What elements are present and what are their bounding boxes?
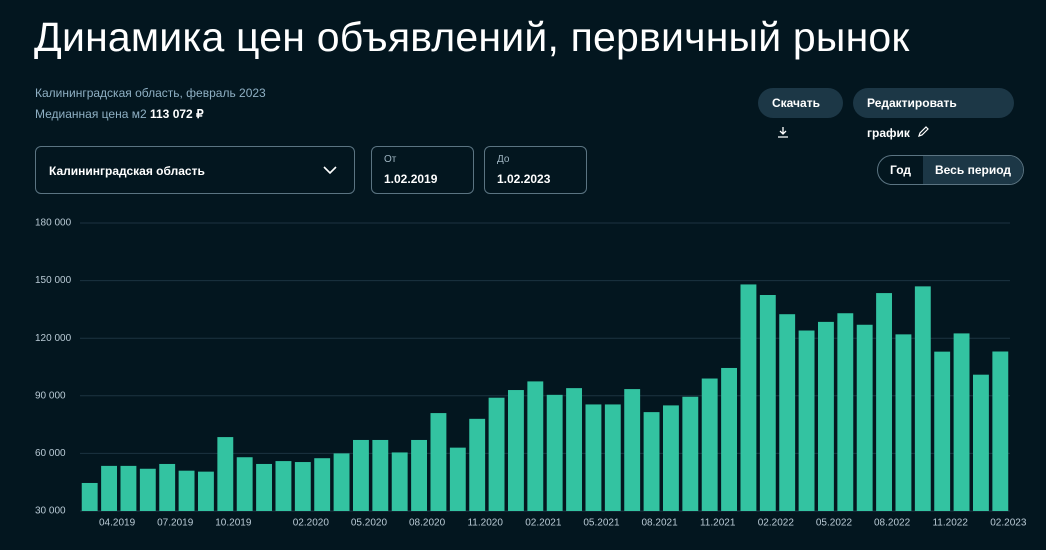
edit-button[interactable]: Редактировать график: [853, 88, 1014, 140]
y-tick-label: 90 000: [35, 390, 66, 401]
bar: [488, 397, 505, 511]
to-field[interactable]: До 1.02.2023: [484, 146, 587, 194]
chevron: [323, 166, 337, 175]
year-option[interactable]: Год: [890, 163, 911, 177]
bar: [721, 367, 738, 511]
bar: [798, 330, 815, 511]
bar: [469, 418, 486, 511]
bar: [178, 470, 195, 511]
page-title: Динамика цен объявлений, первичный рынок: [34, 14, 910, 60]
bar: [585, 404, 602, 511]
y-tick-label: 120 000: [35, 333, 72, 344]
bar: [701, 378, 718, 511]
edit-icon: [918, 126, 930, 137]
chart: 30 000 60 000 90 000 120 000 150 000 180 000 0…: [35, 218, 1027, 529]
bar: [992, 351, 1009, 511]
to-label: До: [497, 154, 510, 165]
bar: [837, 313, 854, 511]
x-tick-label: 10.2019: [215, 518, 252, 529]
bar: [566, 388, 583, 511]
x-tick-label: 02.2022: [758, 518, 795, 529]
bar: [779, 314, 796, 511]
median: Медианная цена м2 113 072 ₽: [35, 107, 204, 121]
bar: [197, 471, 214, 511]
bar: [662, 405, 679, 511]
region-date: Калининградская область, февраль 2023: [35, 86, 266, 100]
from-label: От: [384, 154, 397, 165]
bar: [411, 439, 428, 511]
x-tick-label: 02.2020: [293, 518, 330, 529]
bar: [256, 463, 273, 511]
bar: [449, 447, 466, 511]
download-text: Скачать: [772, 96, 820, 110]
bar: [624, 389, 641, 511]
bar: [740, 284, 757, 511]
median-label: Медианная цена м2: [35, 107, 147, 121]
bar: [430, 413, 447, 511]
to-value: 1.02.2023: [497, 172, 551, 186]
bar: [527, 381, 544, 511]
bar: [314, 458, 331, 511]
x-tick-label: 05.2021: [583, 518, 620, 529]
x-tick-label: 04.2019: [99, 518, 136, 529]
x-tick-label: 05.2022: [816, 518, 853, 529]
edit-text: Редактировать график: [867, 96, 957, 140]
bar: [275, 461, 292, 511]
bar: [817, 321, 834, 511]
bar: [333, 453, 350, 511]
x-tick-label: 11.2020: [467, 518, 503, 529]
x-tick-label: 08.2021: [641, 518, 678, 529]
x-tick-label: 11.2021: [700, 518, 736, 529]
x-tick-label: 08.2022: [874, 518, 911, 529]
bar: [159, 463, 176, 511]
y-tick-label: 180 000: [35, 218, 72, 229]
from-value: 1.02.2019: [384, 172, 438, 186]
bar: [934, 351, 951, 511]
bar: [604, 404, 621, 511]
bar: [507, 390, 524, 511]
bar: [759, 295, 776, 511]
x-tick-label: 11.2022: [932, 518, 968, 529]
bar: [546, 394, 563, 511]
bar: [682, 396, 699, 511]
x-tick-label: 08.2020: [409, 518, 446, 529]
all-option[interactable]: Весь период: [923, 156, 1023, 184]
bar: [391, 452, 408, 511]
bar: [895, 334, 912, 511]
x-tick-label: 02.2021: [525, 518, 562, 529]
period-toggle: Год Весь период: [877, 155, 1024, 185]
download-button[interactable]: Скачать: [758, 88, 843, 138]
bar: [643, 412, 660, 511]
bar: [953, 333, 970, 511]
bar: [236, 457, 253, 511]
median-value: 113 072 ₽: [150, 107, 204, 121]
y-tick-label: 60 000: [35, 448, 66, 459]
from-field[interactable]: От 1.02.2019: [371, 146, 474, 194]
bar: [352, 439, 369, 511]
x-tick-label: 07.2019: [157, 518, 194, 529]
y-tick-label: 30 000: [35, 506, 66, 517]
x-tick-label: 05.2020: [351, 518, 388, 529]
bar: [120, 465, 137, 511]
download-icon: [778, 127, 788, 138]
region-value: Калининградская область: [49, 164, 205, 178]
y-tick-label: 150 000: [35, 275, 72, 286]
bar: [294, 462, 311, 511]
bar: [972, 374, 989, 511]
bar: [217, 437, 234, 511]
bar: [139, 468, 156, 511]
bar: [372, 439, 389, 511]
bar: [101, 465, 118, 511]
region-select[interactable]: Калининградская область: [35, 146, 355, 194]
bar: [81, 482, 98, 511]
bar: [856, 324, 873, 511]
bar: [914, 286, 931, 511]
bar: [876, 293, 893, 511]
x-tick-label: 02.2023: [990, 518, 1027, 529]
